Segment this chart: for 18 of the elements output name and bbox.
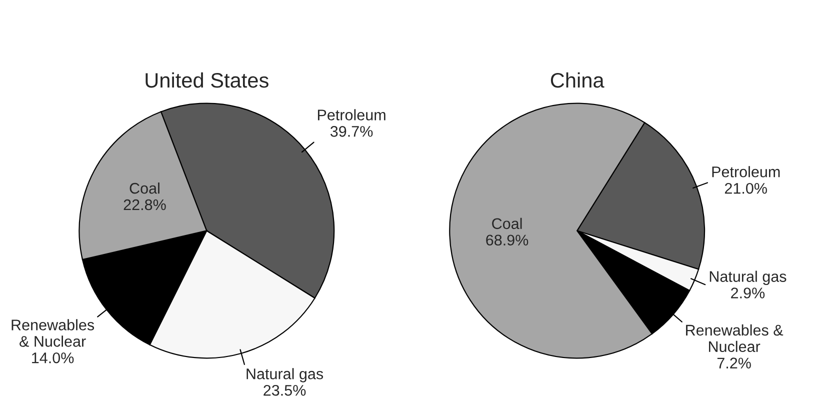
chart-title: China [550, 72, 604, 88]
data-label: 7.2% [717, 358, 751, 368]
slice-label: Renewables & Nuclear [12, 319, 94, 347]
chart-title: United States [146, 72, 268, 88]
slice-label: Renewables & Nuclear [686, 324, 784, 352]
slice-label: Coal [130, 182, 160, 194]
data-label: 21.0% [724, 182, 767, 194]
data-label: 14.0% [32, 352, 74, 364]
slice-label: Petroleum [712, 166, 780, 178]
slice-label: Natural gas [710, 270, 786, 285]
slice-label: Natural gas [246, 368, 324, 382]
data-label: 2.9% [731, 288, 765, 298]
slice-label: Petroleum [318, 109, 386, 120]
data-label: 39.7% [330, 126, 373, 137]
slice-label: Coal [492, 218, 522, 230]
data-label: 23.5% [264, 384, 306, 396]
data-label: 68.9% [486, 234, 528, 246]
data-label: 22.8% [124, 199, 166, 210]
